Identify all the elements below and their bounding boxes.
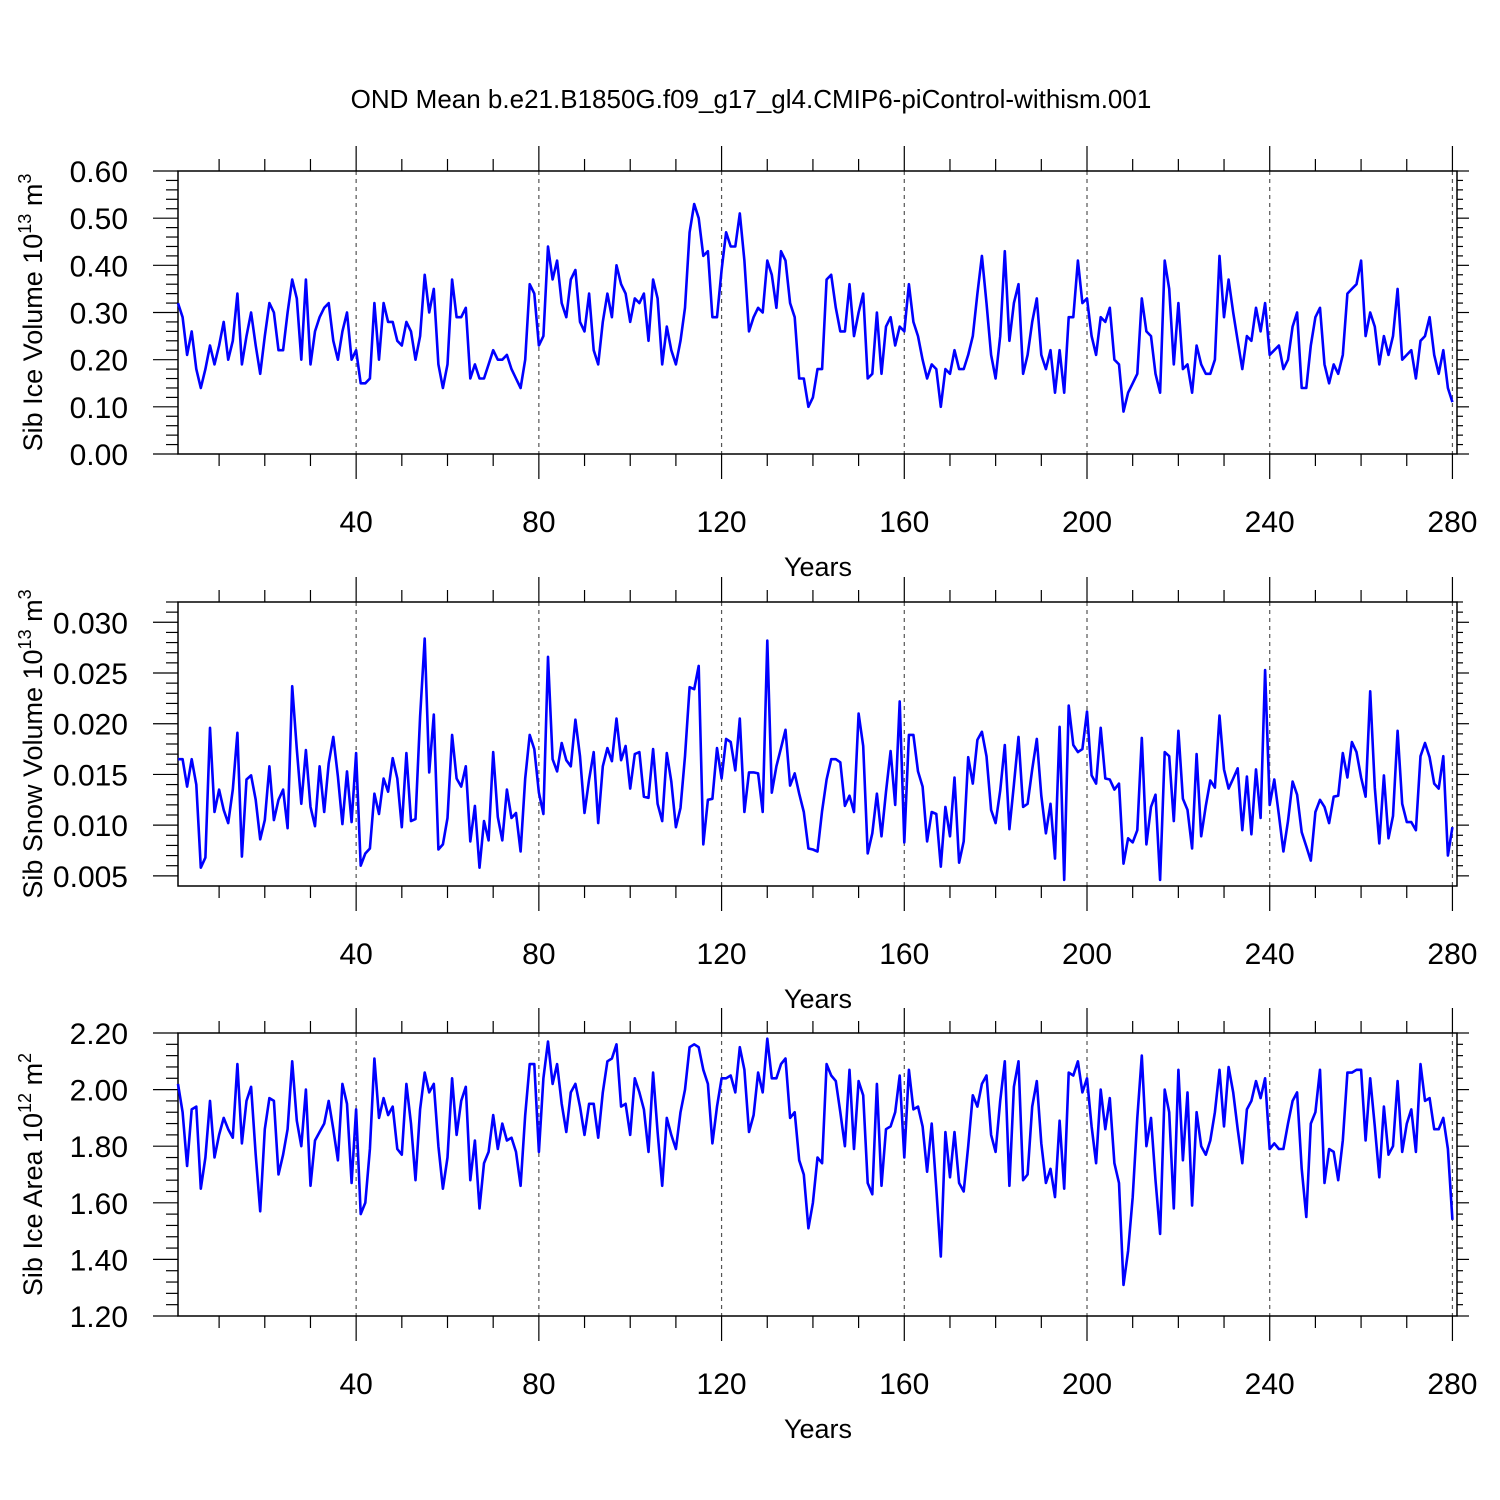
x-tick-label: 120	[697, 938, 747, 971]
y-tick-label: 0.60	[70, 156, 128, 189]
y-axis-label-ylabel-main: Sib Ice Volume 10	[18, 234, 48, 452]
x-tick-label: 160	[879, 506, 929, 539]
y-tick-label: 0.015	[53, 759, 128, 792]
y-tick-label: 0.025	[53, 658, 128, 691]
panel-2: 0.005 0.010 0.015 0.020 0.025 0.030 40 80 120 160…	[15, 577, 1477, 1014]
x-tick-label: 120	[697, 1368, 747, 1401]
y-tick-label: 1.80	[70, 1131, 128, 1164]
y-tick-label: 0.10	[70, 392, 128, 425]
x-axis-label: Years	[784, 984, 852, 1014]
series-line	[176, 202, 1454, 413]
y-tick-label: 0.005	[53, 861, 128, 894]
x-axis-label: Years	[784, 552, 852, 582]
y-axis-label-ylabel-unit-exp: 3	[15, 174, 35, 184]
figure-title: OND Mean b.e21.B1850G.f09_g17_gl4.CMIP6-…	[351, 84, 1152, 114]
x-tick-label: 200	[1062, 506, 1112, 539]
y-axis-label-ylabel-unit-exp: 2	[15, 1053, 35, 1063]
x-tick-label: 240	[1245, 506, 1295, 539]
series-line	[178, 637, 1454, 882]
y-tick-label: 0.00	[70, 439, 128, 472]
y-tick-label: 0.030	[53, 607, 128, 640]
x-tick-label: 160	[879, 1368, 929, 1401]
x-tick-label: 240	[1245, 1368, 1295, 1401]
x-axis-label: Years	[784, 1414, 852, 1444]
plot-frame	[177, 170, 1458, 455]
y-tick-label: 1.60	[70, 1188, 128, 1221]
y-tick-label: 2.00	[70, 1075, 128, 1108]
y-tick-label: 2.20	[70, 1018, 128, 1051]
y-axis-label: Sib Ice Volume 1013 m3	[15, 174, 48, 452]
x-tick-label: 280	[1427, 938, 1477, 971]
y-axis-label-ylabel-unit-exp: 3	[15, 589, 35, 599]
y-tick-label: 1.40	[70, 1244, 128, 1277]
y-axis-label-ylabel-tail: m	[18, 184, 48, 214]
x-tick-label: 160	[879, 938, 929, 971]
x-tick-label: 80	[522, 938, 555, 971]
x-tick-label: 240	[1245, 938, 1295, 971]
x-tick-label: 280	[1427, 506, 1477, 539]
x-tick-label: 80	[522, 1368, 555, 1401]
y-tick-label: 0.40	[70, 250, 128, 283]
x-tick-label: 40	[339, 938, 372, 971]
x-tick-label: 280	[1427, 1368, 1477, 1401]
panel-3: 1.20 1.40 1.60 1.80 2.00 2.20 40 80 120 160 200 240…	[15, 1008, 1477, 1444]
y-axis-label: Sib Ice Area 1012 m2	[15, 1053, 48, 1296]
x-tick-label: 40	[339, 506, 372, 539]
y-tick-label: 0.30	[70, 298, 128, 331]
x-tick-label: 120	[697, 506, 747, 539]
y-axis-label-ylabel-main: Sib Ice Area 10	[18, 1113, 48, 1296]
x-tick-label: 80	[522, 506, 555, 539]
plot-frame	[177, 601, 1458, 887]
y-tick-label: 0.20	[70, 345, 128, 378]
y-tick-label: 0.50	[70, 203, 128, 236]
y-axis-label-ylabel-main: Sib Snow Volume 10	[18, 649, 48, 898]
y-axis-label-ylabel-tail: m	[18, 1063, 48, 1093]
series-line	[176, 1037, 1454, 1287]
plot-frame	[177, 1032, 1458, 1317]
x-tick-label: 40	[339, 1368, 372, 1401]
y-tick-label: 0.020	[53, 709, 128, 742]
x-tick-label: 200	[1062, 938, 1112, 971]
y-axis-label-ylabel-exp: 13	[15, 629, 35, 649]
y-tick-label: 1.20	[70, 1301, 128, 1334]
y-axis-label-ylabel-exp: 13	[15, 214, 35, 234]
y-axis-label: Sib Snow Volume 1013 m3	[15, 589, 48, 898]
panel-1: 0.00 0.10 0.20 0.30 0.40 0.50 0.60 40 80 120 160 20…	[15, 146, 1477, 582]
y-tick-label: 0.010	[53, 810, 128, 843]
x-tick-label: 200	[1062, 1368, 1112, 1401]
y-axis-label-ylabel-exp: 12	[15, 1093, 35, 1113]
y-axis-label-ylabel-tail: m	[18, 599, 48, 629]
